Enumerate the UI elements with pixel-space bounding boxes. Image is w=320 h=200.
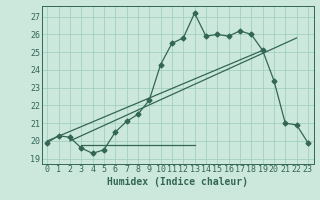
X-axis label: Humidex (Indice chaleur): Humidex (Indice chaleur) xyxy=(107,177,248,187)
